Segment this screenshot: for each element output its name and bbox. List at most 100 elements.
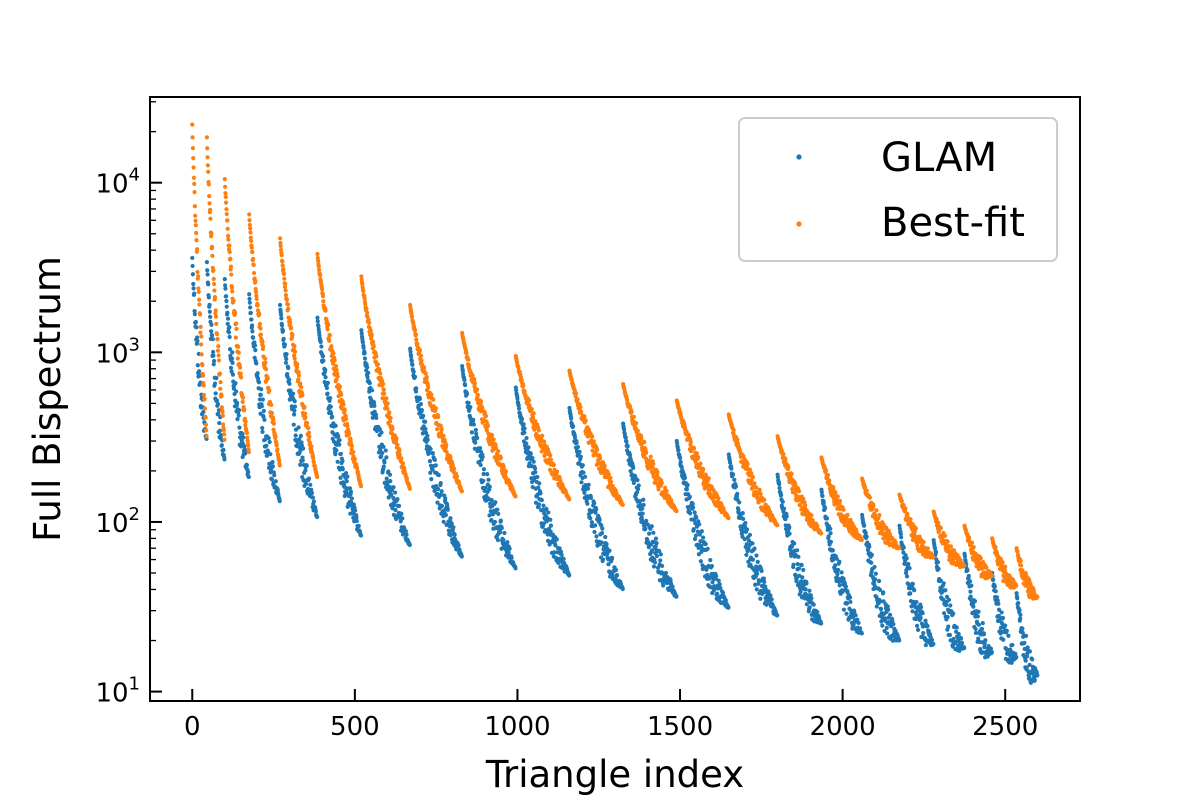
glam-point <box>737 500 742 505</box>
glam-point <box>237 425 242 430</box>
glam-point <box>288 388 293 393</box>
glam-point <box>250 323 255 328</box>
glam-point <box>319 344 324 349</box>
best-fit-point <box>193 223 198 228</box>
glam-point <box>701 535 706 540</box>
glam-point <box>445 507 450 512</box>
best-fit-point <box>545 447 551 452</box>
glam-point <box>755 571 760 576</box>
glam-point <box>223 286 228 291</box>
glam-point <box>252 355 257 360</box>
glam-point <box>471 422 476 427</box>
glam-point <box>921 630 926 636</box>
glam-point <box>466 400 471 406</box>
glam-point <box>821 500 826 505</box>
glam-point <box>407 542 412 548</box>
glam-point <box>250 335 256 340</box>
glam-point <box>348 489 354 494</box>
glam-point <box>254 361 259 366</box>
glam-point <box>209 329 214 334</box>
best-fit-point <box>745 462 750 467</box>
best-fit-point <box>375 362 381 367</box>
glam-point <box>222 457 227 462</box>
glam-point <box>998 631 1003 636</box>
glam-point <box>897 638 902 643</box>
glam-point <box>777 485 782 491</box>
best-fit-point <box>624 397 630 403</box>
best-fit-point <box>735 437 740 442</box>
glam-point <box>733 484 739 489</box>
best-fit-point <box>346 431 352 437</box>
glam-point <box>741 516 746 521</box>
best-fit-point <box>579 409 584 415</box>
best-fit-point <box>385 401 390 406</box>
glam-point <box>968 589 973 594</box>
best-fit-point <box>648 454 653 459</box>
glam-point <box>918 605 924 610</box>
glam-point <box>393 507 398 513</box>
glam-point <box>609 555 615 560</box>
glam-point <box>255 371 260 376</box>
glam-point <box>546 510 551 515</box>
best-fit-point <box>903 506 908 511</box>
glam-point <box>441 519 446 524</box>
glam-point <box>501 538 506 543</box>
glam-point <box>315 319 320 324</box>
glam-point <box>967 579 973 584</box>
glam-point <box>460 363 465 369</box>
glam-point <box>956 631 961 637</box>
best-fit-point <box>198 342 204 347</box>
glam-point <box>885 604 890 609</box>
best-fit-point <box>934 517 939 522</box>
glam-point <box>762 579 767 585</box>
best-fit-point <box>470 373 475 378</box>
glam-point <box>418 402 423 407</box>
glam-point <box>976 636 981 641</box>
glam-point <box>420 431 425 436</box>
best-fit-point <box>656 487 661 492</box>
glam-point <box>409 354 414 359</box>
best-fit-point <box>275 447 280 452</box>
best-fit-point <box>400 461 406 466</box>
glam-point <box>336 434 341 439</box>
best-fit-point <box>348 437 353 442</box>
glam-point <box>764 602 769 607</box>
best-fit-point <box>451 466 457 471</box>
glam-point <box>419 408 424 413</box>
glam-point <box>638 502 643 508</box>
glam-point <box>250 329 255 334</box>
best-fit-point <box>197 297 202 302</box>
glam-point <box>604 542 609 547</box>
best-fit-point <box>220 413 225 418</box>
glam-point <box>670 584 675 589</box>
glam-point <box>744 527 750 532</box>
glam-point <box>380 450 385 456</box>
glam-point <box>966 573 971 579</box>
glam-point <box>209 322 214 327</box>
best-fit-point <box>219 393 224 398</box>
glam-point <box>828 539 834 544</box>
best-fit-point <box>694 451 700 456</box>
best-fit-point <box>315 474 320 480</box>
glam-point <box>377 427 382 432</box>
best-fit-point <box>298 381 303 386</box>
best-fit-point <box>245 435 250 440</box>
glam-point <box>800 575 805 580</box>
glam-point <box>384 455 389 460</box>
glam-point <box>1024 665 1029 670</box>
best-fit-point <box>303 411 308 416</box>
glam-point <box>400 516 405 521</box>
best-fit-point <box>349 443 355 449</box>
glam-point <box>423 426 428 432</box>
best-fit-point <box>233 335 238 340</box>
best-fit-point <box>387 410 392 415</box>
glam-point <box>614 573 620 578</box>
glam-point <box>287 381 292 386</box>
glam-point <box>567 573 572 578</box>
best-fit-point <box>225 226 230 231</box>
glam-point <box>260 429 265 434</box>
glam-point <box>819 621 824 626</box>
best-fit-point <box>735 441 741 446</box>
best-fit-point <box>390 426 395 431</box>
glam-point <box>819 490 824 495</box>
